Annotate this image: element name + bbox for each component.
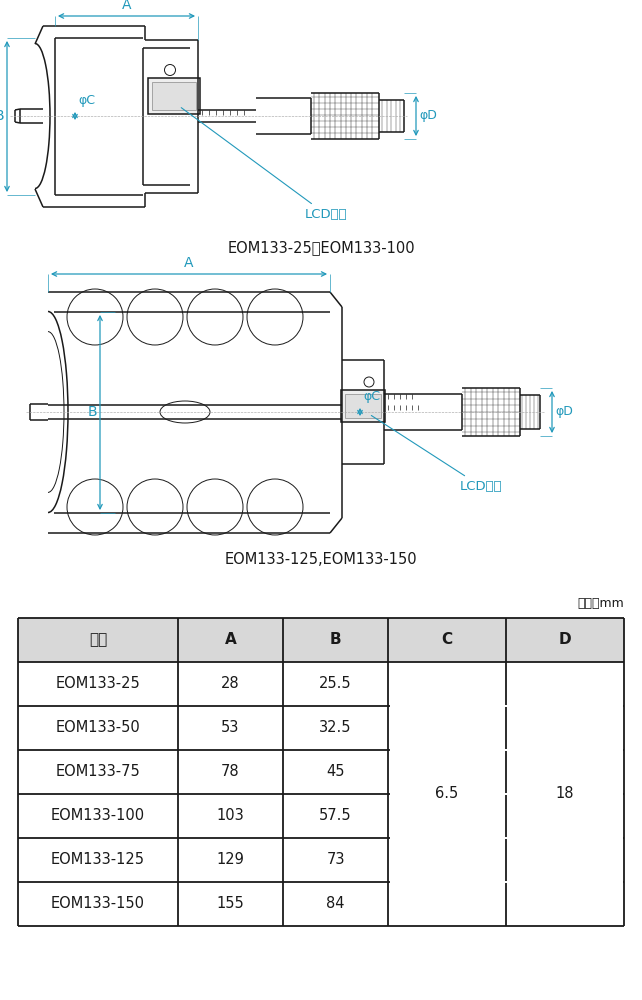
Text: D: D <box>559 633 571 648</box>
Text: φC: φC <box>78 94 95 107</box>
Text: A: A <box>122 0 131 12</box>
Bar <box>390 881 623 883</box>
Text: LCD表示: LCD表示 <box>371 416 503 493</box>
Text: B: B <box>330 633 342 648</box>
Bar <box>152 82 196 110</box>
Text: EOM133-125,EOM133-150: EOM133-125,EOM133-150 <box>225 552 417 568</box>
Text: B: B <box>87 406 97 420</box>
Bar <box>390 705 623 707</box>
Text: B: B <box>0 109 4 123</box>
Text: EOM133-125: EOM133-125 <box>51 852 145 867</box>
Text: A: A <box>184 256 194 270</box>
Text: 45: 45 <box>326 764 345 780</box>
Text: 53: 53 <box>221 720 239 736</box>
Text: 単位：mm: 単位：mm <box>577 597 624 610</box>
Bar <box>341 390 385 422</box>
Text: 28: 28 <box>221 676 240 692</box>
Text: 155: 155 <box>216 896 245 912</box>
Text: 57.5: 57.5 <box>319 808 352 824</box>
Text: EOM133-25～EOM133-100: EOM133-25～EOM133-100 <box>227 240 415 255</box>
Text: 32.5: 32.5 <box>319 720 352 736</box>
Text: φD: φD <box>555 406 573 418</box>
Text: 84: 84 <box>326 896 345 912</box>
Text: 73: 73 <box>326 852 345 867</box>
Bar <box>390 793 623 795</box>
Text: EOM133-25: EOM133-25 <box>56 676 141 692</box>
Text: EOM133-100: EOM133-100 <box>51 808 145 824</box>
Bar <box>390 837 623 839</box>
Text: EOM133-75: EOM133-75 <box>56 764 141 780</box>
Text: 129: 129 <box>216 852 245 867</box>
Text: A: A <box>225 633 236 648</box>
Text: EOM133-150: EOM133-150 <box>51 896 145 912</box>
Text: 78: 78 <box>221 764 240 780</box>
Text: φC: φC <box>363 390 380 403</box>
Text: φD: φD <box>419 109 437 122</box>
Text: 25.5: 25.5 <box>319 676 352 692</box>
Text: 品番: 品番 <box>89 633 107 648</box>
Text: LCD表示: LCD表示 <box>181 108 347 221</box>
Text: 6.5: 6.5 <box>435 786 458 802</box>
Text: 18: 18 <box>556 786 574 802</box>
Bar <box>148 78 200 114</box>
Text: EOM133-50: EOM133-50 <box>56 720 141 736</box>
Bar <box>390 749 623 751</box>
Text: C: C <box>442 633 453 648</box>
Bar <box>345 394 381 418</box>
Text: 103: 103 <box>216 808 245 824</box>
Bar <box>18 618 624 662</box>
